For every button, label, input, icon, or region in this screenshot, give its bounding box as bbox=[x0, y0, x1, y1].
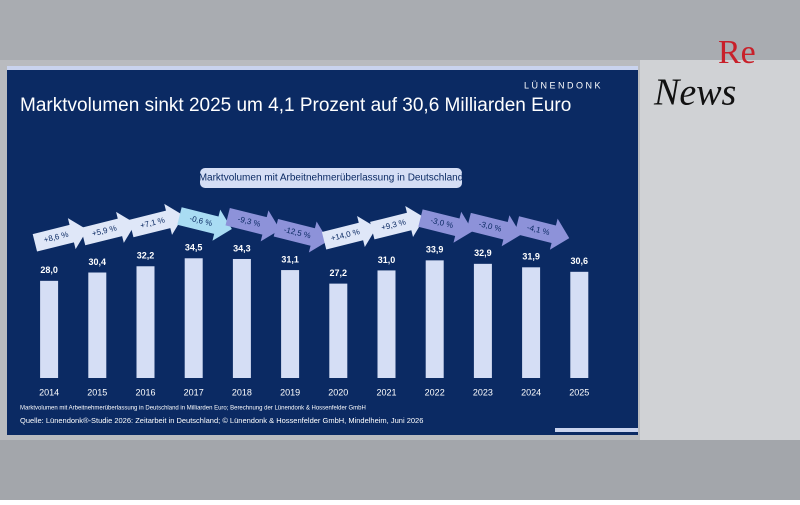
background-paper bbox=[0, 0, 800, 60]
source: Quelle: Lünendonk®-Studie 2026: Zeitarbe… bbox=[20, 416, 423, 425]
x-tick-label: 2016 bbox=[135, 387, 155, 397]
brand: LÜNENDONK bbox=[524, 80, 603, 90]
change-arrow bbox=[129, 203, 184, 238]
value-label: 27,2 bbox=[330, 268, 348, 278]
x-tick-label: 2022 bbox=[425, 387, 445, 397]
value-label: 28,0 bbox=[40, 265, 58, 275]
panel-stripe bbox=[555, 428, 638, 432]
value-label: 32,9 bbox=[474, 248, 492, 258]
x-tick-label: 2021 bbox=[376, 387, 396, 397]
chart-subtitle: Marktvolumen mit Arbeitnehmerüberlassung… bbox=[199, 173, 464, 184]
value-label: 31,9 bbox=[522, 252, 540, 262]
footnote: Marktvolumen mit Arbeitnehmerüberlassung… bbox=[20, 406, 366, 412]
change-arrow-group: -3,0 % bbox=[418, 209, 473, 243]
panel bbox=[7, 68, 638, 435]
x-tick-label: 2024 bbox=[521, 387, 541, 397]
bar bbox=[377, 270, 396, 378]
change-arrow-group: -4,1 % bbox=[514, 216, 570, 250]
value-label: 33,9 bbox=[426, 245, 444, 255]
bar bbox=[88, 272, 107, 378]
bar bbox=[281, 270, 300, 378]
chart-title: Marktvolumen sinkt 2025 um 4,1 Prozent a… bbox=[20, 95, 571, 116]
bar bbox=[40, 280, 59, 378]
change-arrow-group: +14,0 % bbox=[321, 216, 377, 250]
panel-stripe bbox=[7, 66, 638, 70]
change-arrow bbox=[321, 216, 377, 250]
value-label: 30,4 bbox=[89, 257, 107, 267]
bar bbox=[329, 283, 348, 378]
x-tick-label: 2019 bbox=[280, 387, 300, 397]
change-arrow bbox=[273, 219, 329, 253]
change-arrow-group: +8,6 % bbox=[32, 218, 88, 252]
x-tick-label: 2015 bbox=[87, 387, 107, 397]
x-tick-label: 2020 bbox=[328, 387, 348, 397]
change-arrow bbox=[177, 207, 232, 241]
bar bbox=[425, 260, 444, 378]
bar bbox=[232, 258, 251, 378]
change-arrow bbox=[514, 216, 570, 250]
value-label: 31,1 bbox=[281, 254, 299, 264]
change-arrow-group: -12,5 % bbox=[273, 219, 329, 253]
change-arrow bbox=[418, 209, 473, 243]
change-arrow bbox=[225, 207, 281, 242]
logo-news: News bbox=[653, 72, 736, 114]
value-label: 34,3 bbox=[233, 243, 251, 253]
subtitle-box bbox=[200, 168, 462, 188]
change-arrow-group: +7,1 % bbox=[129, 203, 184, 238]
bar bbox=[136, 266, 155, 378]
logo-re: Re bbox=[718, 34, 756, 71]
change-arrow-group: +9,3 % bbox=[370, 205, 425, 240]
x-tick-label: 2025 bbox=[569, 387, 589, 397]
background-paper bbox=[640, 60, 800, 500]
value-label: 34,5 bbox=[185, 243, 203, 253]
change-arrow bbox=[32, 218, 88, 252]
bar bbox=[522, 267, 541, 378]
x-tick-label: 2023 bbox=[473, 387, 493, 397]
change-arrow bbox=[466, 212, 522, 247]
x-tick-label: 2014 bbox=[39, 387, 59, 397]
bar bbox=[570, 271, 589, 378]
x-tick-label: 2017 bbox=[184, 387, 204, 397]
bar bbox=[184, 258, 203, 378]
x-tick-label: 2018 bbox=[232, 387, 252, 397]
change-arrow-group: +5,9 % bbox=[80, 211, 136, 246]
value-label: 31,0 bbox=[378, 255, 396, 265]
bar bbox=[473, 263, 492, 378]
background-paper bbox=[0, 440, 800, 500]
value-label: 30,6 bbox=[571, 256, 589, 266]
change-arrow-group: -3,0 % bbox=[466, 212, 522, 247]
change-arrow bbox=[80, 211, 136, 246]
change-arrow-group: -9,3 % bbox=[225, 207, 281, 242]
value-label: 32,2 bbox=[137, 251, 155, 261]
change-arrow-group: -0,6 % bbox=[177, 207, 232, 241]
change-arrow bbox=[370, 205, 425, 240]
